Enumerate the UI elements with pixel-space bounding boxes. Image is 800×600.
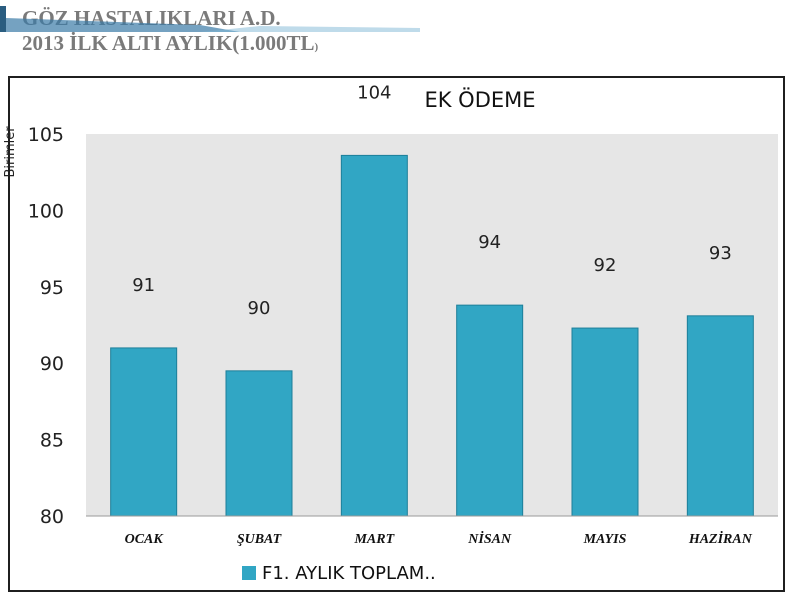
y-tick-label-1: 85 (40, 430, 64, 452)
legend-label: F1. AYLIK TOPLAM.. (262, 563, 436, 584)
slide-title-line2-small: ) (314, 41, 319, 53)
data-label-2: 104 (357, 82, 391, 103)
data-label-4: 92 (594, 255, 617, 276)
bar-1 (225, 370, 293, 517)
y-tick-label-4: 100 (28, 200, 64, 222)
data-label-0: 91 (132, 275, 155, 296)
x-tick-label-4: MAYIS (583, 532, 627, 547)
bar-2 (340, 154, 408, 517)
chart-title: EK ÖDEME (424, 87, 535, 112)
slide-title-line2: 2013 İLK ALTI AYLIK(1.000TL) (22, 31, 318, 60)
x-tick-label-5: HAZİRAN (688, 530, 753, 547)
plot-area (86, 134, 778, 516)
bar-3 (456, 304, 524, 517)
data-label-5: 93 (709, 243, 732, 264)
data-label-3: 94 (478, 232, 501, 253)
slide-title-line2-main: 2013 İLK ALTI AYLIK(1.000TL (22, 31, 315, 55)
legend-swatch (242, 566, 256, 580)
x-tick-label-3: NİSAN (467, 530, 512, 547)
y-tick-label-5: 105 (28, 124, 64, 146)
x-tick-label-0: OCAK (125, 532, 165, 547)
bar-0 (110, 347, 178, 517)
x-tick-label-1: ŞUBAT (237, 532, 283, 547)
y-tick-label-2: 90 (40, 353, 64, 375)
bar-5 (686, 315, 754, 517)
bar-4 (571, 327, 639, 517)
y-tick-label-0: 80 (40, 506, 64, 528)
decorative-corner (0, 6, 420, 32)
data-label-1: 90 (248, 298, 271, 319)
y-axis-label: Birimler (3, 126, 18, 178)
x-tick-label-2: MART (353, 532, 395, 547)
y-tick-label-3: 95 (40, 277, 64, 299)
